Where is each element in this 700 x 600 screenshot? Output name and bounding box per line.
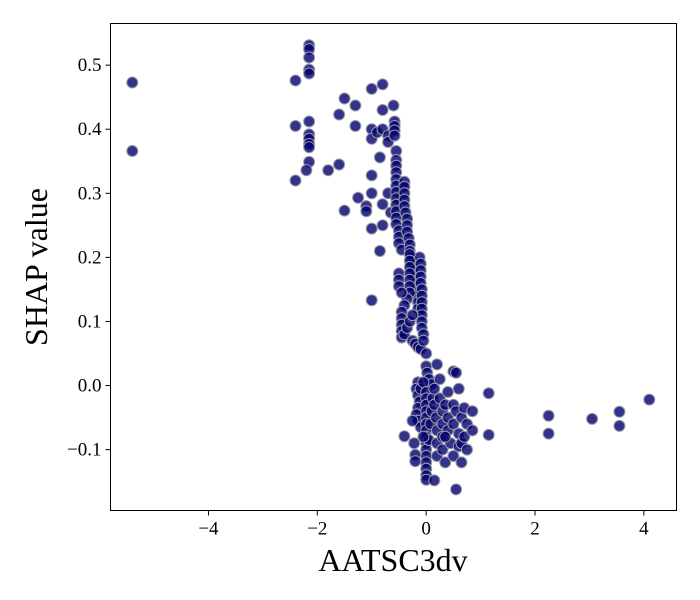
data-point [333,108,346,121]
data-point [303,51,316,64]
data-point [417,334,430,347]
y-tick-label: 0.5 [78,55,102,76]
data-point [482,428,495,441]
data-point [126,145,139,157]
data-point [613,419,626,432]
data-point [289,174,302,187]
data-point [428,474,441,487]
data-point [482,387,495,400]
data-point [417,430,430,443]
data-point [420,347,433,360]
y-tick-label: 0.3 [78,183,102,204]
data-point [365,187,378,200]
data-point [349,99,362,112]
data-point [376,198,389,211]
data-point [455,456,468,469]
data-point [126,76,139,89]
data-point [439,430,452,443]
x-axis: −4 −2 0 2 4 [198,510,649,540]
plot-frame [110,23,677,511]
data-point [387,99,400,112]
y-tick-label: 0.4 [78,119,102,140]
data-point [431,358,443,371]
data-point [458,430,471,443]
y-axis: −0.1 0.0 0.1 0.2 0.3 0.4 0.5 [67,55,111,461]
data-point [322,164,335,177]
data-point [303,115,316,128]
data-point [376,104,389,116]
data-point [338,204,351,217]
data-point [303,141,316,154]
data-point [406,309,419,322]
data-point [398,430,411,443]
data-point [388,129,401,142]
data-point [643,393,656,406]
data-point [408,437,421,450]
data-point [373,245,386,257]
y-axis-label: SHAP value [18,188,54,346]
data-point [466,405,479,418]
data-point [395,286,408,299]
data-point [365,82,378,95]
data-point [436,443,449,456]
data-point [428,382,441,395]
y-tick-label: 0.0 [78,376,102,397]
points-layer [126,39,656,496]
data-point [447,450,460,462]
data-point [289,74,302,87]
data-point [376,219,389,232]
data-point [439,456,452,469]
x-tick-label: 0 [421,519,431,540]
data-point [452,382,465,395]
data-point [349,120,362,132]
x-tick-label: −4 [198,519,219,540]
data-point [461,443,473,456]
data-point [300,164,313,177]
data-point [613,405,626,418]
y-tick-label: −0.1 [67,440,101,461]
data-point [352,191,365,204]
data-point [303,67,316,80]
data-point [406,414,419,427]
y-tick-label: 0.2 [78,247,102,268]
data-point [586,412,599,425]
data-point [466,424,479,437]
x-tick-label: −2 [307,519,327,540]
x-tick-label: 2 [530,519,540,540]
y-tick-label: 0.1 [78,311,102,332]
data-point [441,386,454,398]
data-point [365,294,378,307]
data-point [409,455,422,468]
data-point [365,222,378,235]
x-axis-label: AATSC3dv [318,542,467,578]
data-point [542,409,555,422]
data-point [360,205,373,218]
data-point [365,169,378,182]
data-point [450,366,463,379]
data-point [376,78,389,91]
data-point [447,418,460,430]
data-point [333,158,346,171]
data-point [289,120,302,132]
data-point [450,483,463,496]
data-point [373,151,386,164]
data-point [338,92,351,105]
data-point [433,373,446,386]
data-point [542,427,555,440]
x-tick-label: 4 [639,519,649,540]
